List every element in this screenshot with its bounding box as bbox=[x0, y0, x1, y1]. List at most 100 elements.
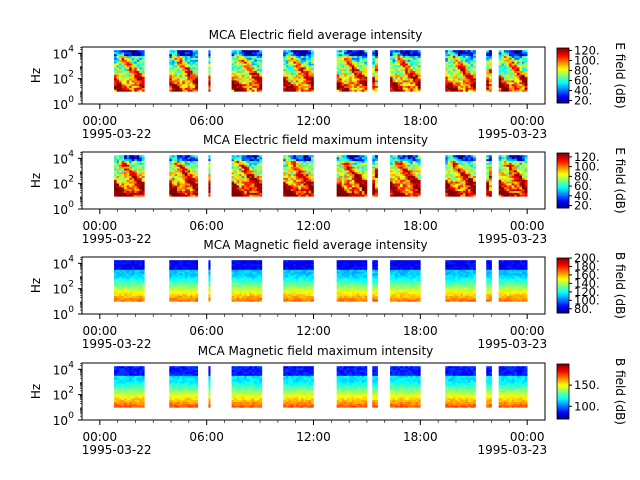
heatmap-cell bbox=[395, 87, 398, 90]
heatmap-cell bbox=[124, 194, 127, 197]
heatmap-cell bbox=[372, 157, 376, 160]
heatmap-cell bbox=[182, 173, 186, 177]
heatmap-cell bbox=[295, 63, 299, 66]
heatmap-cell bbox=[498, 179, 502, 182]
heatmap-cell bbox=[397, 52, 401, 55]
heatmap-cell bbox=[400, 170, 403, 173]
heatmap-cell bbox=[445, 183, 449, 186]
heatmap-cell bbox=[249, 70, 253, 73]
heatmap-cell bbox=[249, 80, 253, 83]
heatmap-cell bbox=[116, 295, 120, 298]
heatmap-cell bbox=[254, 65, 258, 68]
heatmap-cell bbox=[498, 52, 502, 55]
heatmap-cell bbox=[305, 61, 309, 64]
heatmap-cell bbox=[354, 160, 358, 163]
heatmap-cell bbox=[116, 183, 120, 186]
heatmap-cell bbox=[184, 185, 188, 188]
heatmap-cell bbox=[179, 80, 183, 83]
heatmap-cell bbox=[344, 172, 348, 175]
heatmap-cell bbox=[187, 68, 191, 72]
heatmap-cell bbox=[405, 158, 409, 162]
heatmap-cell bbox=[184, 158, 188, 162]
heatmap-cell bbox=[516, 55, 520, 58]
heatmap-cell bbox=[354, 87, 358, 90]
heatmap-cell bbox=[450, 192, 454, 195]
heatmap-cell bbox=[288, 155, 292, 158]
heatmap-cell bbox=[412, 72, 416, 75]
heatmap-cell bbox=[447, 63, 451, 66]
heatmap-cell bbox=[488, 194, 492, 197]
heatmap-cell bbox=[293, 53, 297, 57]
heatmap-cell bbox=[524, 87, 528, 90]
heatmap-cell bbox=[251, 63, 255, 66]
heatmap-cell bbox=[447, 194, 451, 197]
heatmap-cell bbox=[305, 57, 309, 60]
heatmap-cell bbox=[139, 297, 143, 300]
heatmap-cell bbox=[184, 87, 188, 90]
heatmap-cell bbox=[124, 277, 127, 280]
heatmap-cell bbox=[189, 185, 193, 188]
heatmap-cell bbox=[171, 81, 175, 85]
heatmap-cell bbox=[395, 166, 398, 169]
heatmap-cell bbox=[395, 155, 398, 158]
heatmap-cell bbox=[116, 293, 120, 297]
heatmap-cell bbox=[509, 179, 512, 182]
heatmap-cell bbox=[349, 158, 353, 162]
x-tick-label: 00:00 bbox=[83, 219, 118, 233]
heatmap-cell bbox=[511, 50, 515, 53]
heatmap-cell bbox=[234, 192, 237, 195]
heatmap-cell bbox=[415, 81, 419, 85]
heatmap-cell bbox=[121, 170, 125, 173]
heatmap-cell bbox=[501, 173, 505, 177]
heatmap-cell bbox=[462, 192, 466, 195]
heatmap-cell bbox=[139, 293, 143, 297]
heatmap-cell bbox=[208, 52, 211, 55]
heatmap-cell bbox=[374, 179, 378, 182]
heatmap-cell bbox=[509, 50, 512, 53]
heatmap-cell bbox=[129, 269, 133, 272]
colorbar-cell bbox=[557, 164, 569, 166]
heatmap-cell bbox=[121, 271, 125, 274]
heatmap-cell bbox=[402, 65, 406, 68]
heatmap-cell bbox=[351, 61, 355, 64]
heatmap-cell bbox=[470, 57, 474, 60]
heatmap-cell bbox=[116, 278, 120, 282]
heatmap-cell bbox=[285, 80, 289, 83]
heatmap-cell bbox=[290, 63, 294, 66]
heatmap-cell bbox=[174, 52, 178, 55]
heatmap-cell bbox=[415, 172, 419, 175]
heatmap-cell bbox=[244, 55, 248, 58]
heatmap-cell bbox=[417, 192, 421, 195]
heatmap-cell bbox=[473, 65, 476, 68]
heatmap-cell bbox=[310, 192, 314, 195]
heatmap-cell bbox=[305, 190, 309, 193]
heatmap-cell bbox=[415, 158, 419, 162]
heatmap-cell bbox=[184, 67, 188, 70]
heatmap-cell bbox=[139, 70, 143, 73]
colorbar-cell bbox=[557, 94, 569, 97]
heatmap-cell bbox=[254, 175, 258, 178]
heatmap-cell bbox=[359, 158, 363, 162]
heatmap-cell bbox=[457, 53, 461, 57]
heatmap-cell bbox=[372, 185, 376, 188]
heatmap-cell bbox=[244, 72, 248, 75]
heatmap-cell bbox=[519, 192, 523, 195]
colorbar-cell bbox=[557, 53, 569, 56]
heatmap-cell bbox=[177, 162, 180, 165]
heatmap-cell bbox=[195, 59, 199, 62]
heatmap-cell bbox=[336, 74, 340, 77]
heatmap-cell bbox=[354, 55, 358, 58]
heatmap-cell bbox=[303, 57, 307, 60]
heatmap-cell bbox=[174, 83, 178, 87]
heatmap-cell bbox=[171, 267, 175, 270]
heatmap-cell bbox=[450, 76, 454, 79]
heatmap-cell bbox=[136, 172, 140, 175]
heatmap-cell bbox=[134, 275, 138, 278]
heatmap-cell bbox=[293, 177, 297, 180]
heatmap-cell bbox=[184, 57, 188, 60]
heatmap-cell bbox=[498, 55, 502, 58]
heatmap-cell bbox=[310, 76, 314, 79]
heatmap-cell bbox=[129, 157, 133, 160]
heatmap-cell bbox=[239, 55, 242, 58]
heatmap-cell bbox=[417, 78, 421, 81]
